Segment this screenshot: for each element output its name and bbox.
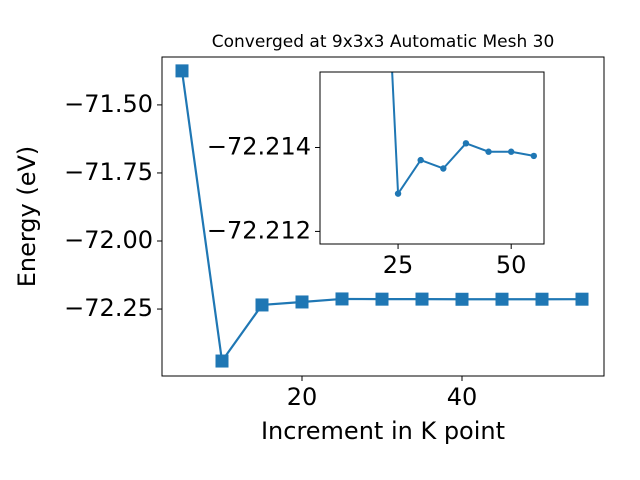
- marker: [415, 292, 429, 306]
- x-tick-label: 20: [287, 383, 318, 411]
- marker: [535, 292, 549, 306]
- x-tick-label: 25: [383, 251, 414, 279]
- marker: [575, 292, 589, 306]
- marker: [507, 148, 515, 155]
- marker: [255, 298, 269, 312]
- marker: [495, 292, 509, 306]
- y-tick-label: −72.25: [64, 294, 153, 322]
- marker: [394, 190, 402, 197]
- y-tick-label: −72.212: [207, 216, 311, 244]
- marker: [485, 148, 492, 155]
- plot-layer: [175, 64, 589, 368]
- marker: [295, 295, 309, 309]
- y-tick-label: −71.50: [64, 90, 153, 118]
- marker: [417, 156, 424, 164]
- marker: [462, 140, 470, 147]
- marker: [375, 292, 389, 306]
- chart-title: Converged at 9x3x3 Automatic Mesh 30: [212, 32, 555, 52]
- plot-area: [320, 72, 544, 244]
- y-axis-label: Energy (eV): [13, 146, 41, 288]
- plot-layer: [391, 72, 538, 197]
- x-axis-label: Increment in K point: [261, 417, 505, 445]
- marker: [215, 354, 229, 368]
- marker: [455, 292, 469, 306]
- marker: [440, 165, 447, 172]
- series-line: [391, 72, 535, 197]
- marker: [335, 292, 349, 306]
- y-tick-label: −71.75: [64, 158, 153, 186]
- frame: [319, 71, 545, 245]
- frame: [161, 56, 605, 377]
- y-tick-label: −72.00: [64, 226, 153, 254]
- x-tick-label: 50: [496, 251, 527, 279]
- y-tick-label: −72.214: [207, 133, 311, 161]
- x-tick-label: 40: [447, 383, 478, 411]
- marker: [530, 152, 538, 160]
- axes: 25 50 −72.214 −72.212: [207, 71, 545, 279]
- marker: [175, 64, 189, 78]
